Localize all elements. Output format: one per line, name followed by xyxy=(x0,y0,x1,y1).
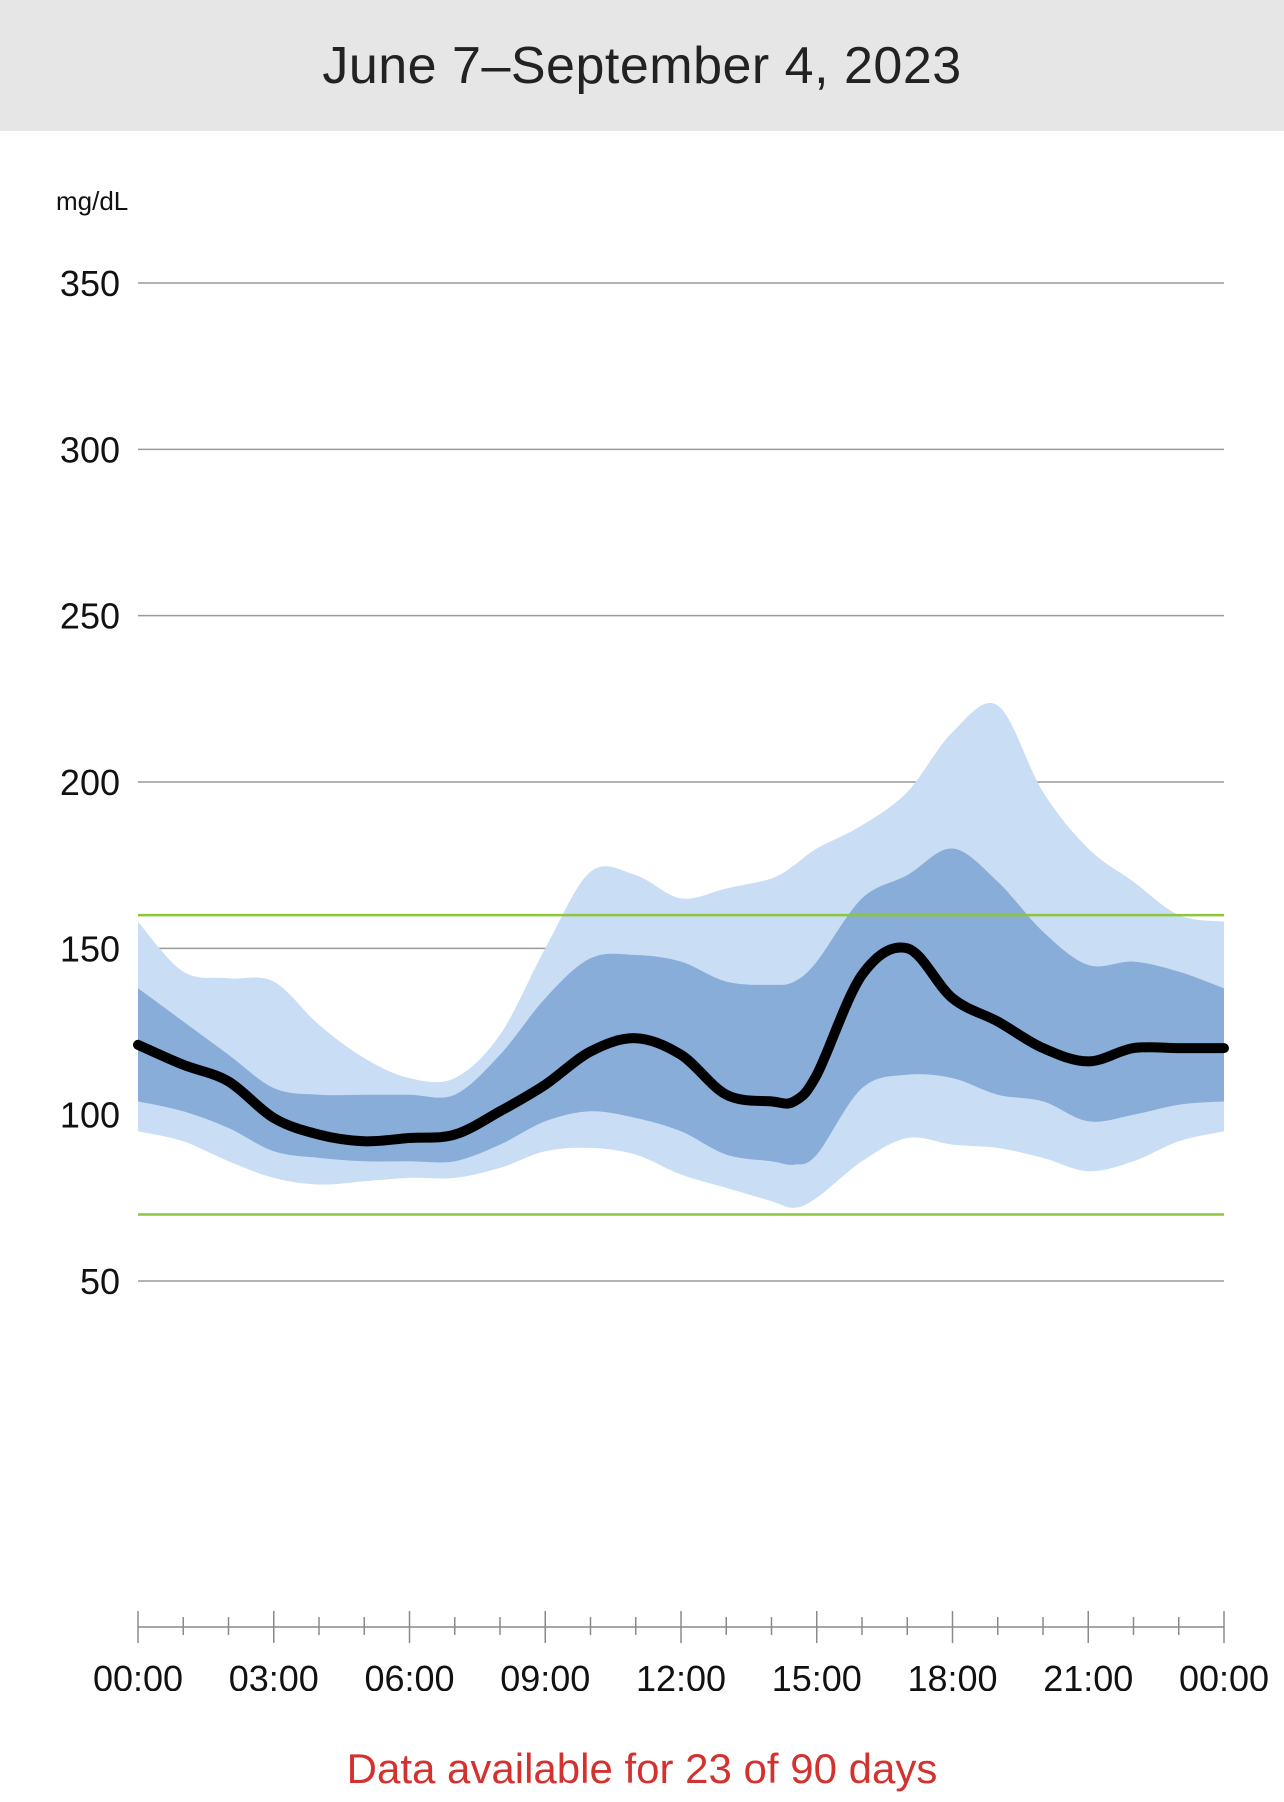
y-tick-label-250: 250 xyxy=(60,596,120,637)
agp-chart-svg: 50 100 150 200 250 300 350 00:00 03:00 06:00 09:0… xyxy=(56,186,1269,1699)
outer-percentile-band xyxy=(138,702,1224,1208)
x-tick-label: 00:00 xyxy=(93,1658,183,1691)
data-availability-note: Data available for 23 of 90 days xyxy=(346,1745,938,1792)
x-tick-label: 06:00 xyxy=(364,1658,454,1691)
y-tick-label-100: 100 xyxy=(60,1095,120,1136)
target-layer xyxy=(138,913,1224,1216)
x-tick-label: 03:00 xyxy=(229,1658,319,1691)
median-line xyxy=(133,942,1229,1147)
x-tick-label: 00:00 xyxy=(1179,1658,1269,1691)
x-tick-label: 09:00 xyxy=(500,1658,590,1691)
chart-header: June 7–September 4, 2023 xyxy=(0,0,1284,131)
y-tick-label-200: 200 xyxy=(60,762,120,803)
x-axis: 00:00 03:00 06:00 09:00 12:00 15:00 18:00 21:00… xyxy=(93,1611,1269,1699)
x-tick-label: 12:00 xyxy=(636,1658,726,1691)
y-tick-label-150: 150 xyxy=(60,928,120,969)
inner-percentile-band xyxy=(138,848,1224,1165)
y-axis-label: mg/dL xyxy=(56,186,128,216)
glucose-chart: 50 100 150 200 250 300 350 00:00 03:00 06:00 09:0… xyxy=(0,131,1284,1699)
x-tick-label: 18:00 xyxy=(907,1658,997,1691)
x-tick-label: 21:00 xyxy=(1043,1658,1133,1691)
y-tick-label-50: 50 xyxy=(80,1261,120,1302)
date-range-title: June 7–September 4, 2023 xyxy=(322,36,962,95)
line-layer xyxy=(133,942,1229,1147)
x-tick-label: 15:00 xyxy=(772,1658,862,1691)
y-tick-label-350: 350 xyxy=(60,263,120,304)
y-tick-labels: 50 100 150 200 250 300 350 xyxy=(60,263,120,1302)
y-tick-label-300: 300 xyxy=(60,429,120,470)
band-layer xyxy=(138,702,1224,1208)
